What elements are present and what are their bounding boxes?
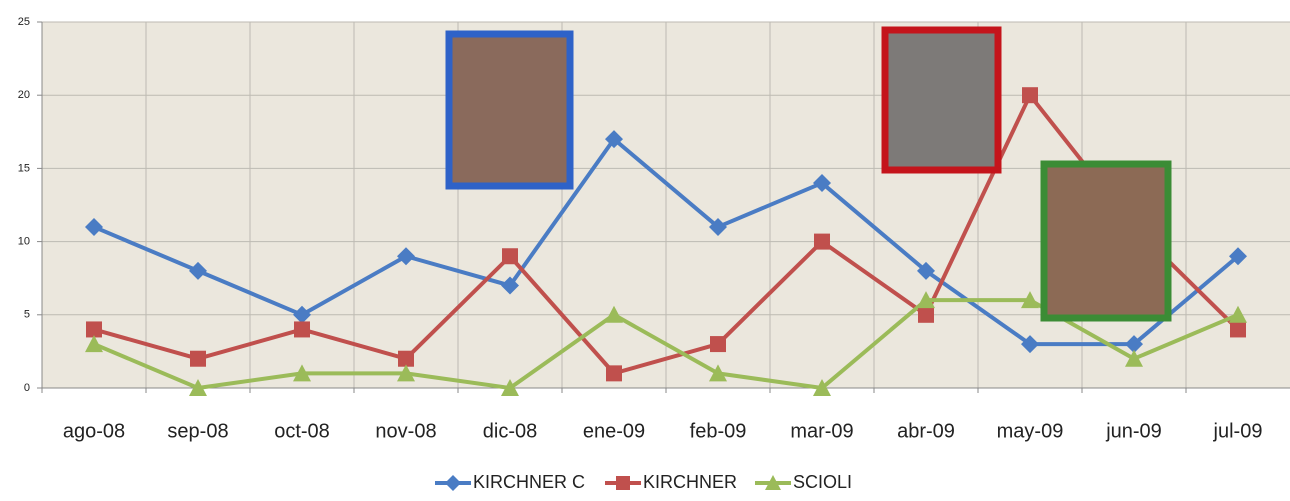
marker (1230, 321, 1246, 337)
x-tick-label: jun-09 (1105, 420, 1162, 442)
marker (502, 248, 518, 264)
y-tick-label: 15 (18, 162, 30, 174)
photo (1044, 164, 1168, 318)
x-tick-label: jul-09 (1213, 420, 1263, 442)
y-tick-label: 10 (18, 236, 30, 248)
y-tick-label: 25 (18, 16, 30, 28)
x-tick-label: ago-08 (63, 420, 125, 442)
marker (86, 321, 102, 337)
marker (294, 321, 310, 337)
x-tick-label: mar-09 (790, 420, 853, 442)
marker (398, 351, 414, 367)
x-tick-label: sep-08 (167, 420, 228, 442)
x-tick-label: abr-09 (897, 420, 955, 442)
marker (918, 307, 934, 323)
marker (710, 336, 726, 352)
x-tick-label: oct-08 (274, 420, 330, 442)
marker (616, 476, 630, 490)
y-tick-label: 20 (18, 89, 30, 101)
chart: 0 5 10 15 20 25 ago-08 sep-08 oct-08 nov-08 dic-08… (0, 0, 1290, 501)
photo (885, 30, 998, 170)
x-tick-label: feb-09 (690, 420, 747, 442)
legend-label: SCIOLI (793, 472, 852, 492)
x-tick-label: dic-08 (483, 420, 537, 442)
marker (814, 234, 830, 250)
marker (445, 475, 461, 491)
legend-label: KIRCHNER C (473, 472, 585, 492)
x-tick-label: nov-08 (375, 420, 436, 442)
photo (449, 34, 570, 186)
y-tick-label: 5 (24, 309, 30, 321)
marker (190, 351, 206, 367)
marker (1022, 87, 1038, 103)
x-tick-label: ene-09 (583, 420, 645, 442)
marker (606, 365, 622, 381)
x-tick-label: may-09 (997, 420, 1064, 442)
legend-label: KIRCHNER (643, 472, 737, 492)
y-tick-label: 0 (24, 382, 30, 394)
